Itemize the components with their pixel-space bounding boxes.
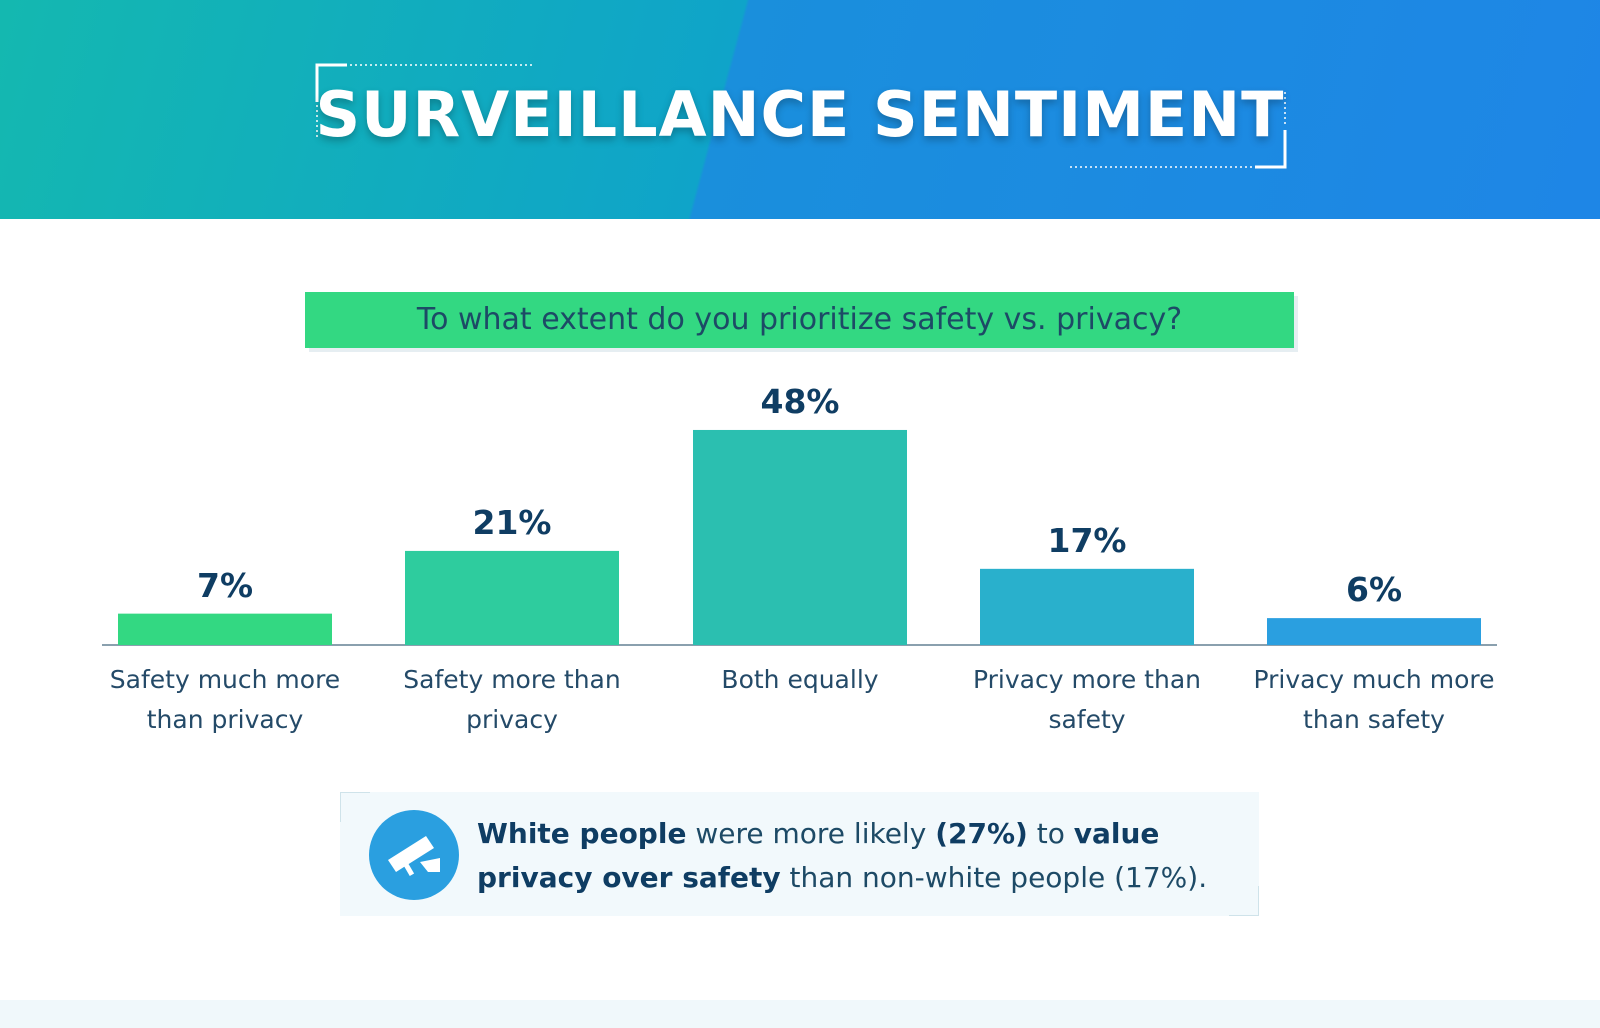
x-tick-label: Safety more than privacy xyxy=(403,665,621,734)
value-label: 48% xyxy=(760,381,840,421)
bar xyxy=(1267,618,1481,645)
note-bold: White people xyxy=(477,817,687,850)
value-label: 21% xyxy=(472,502,552,542)
note-span: to xyxy=(1027,817,1074,850)
note-frame xyxy=(340,792,1259,916)
note-box xyxy=(340,792,1259,916)
bar xyxy=(118,613,332,645)
bar xyxy=(980,568,1194,645)
value-label: 6% xyxy=(1345,570,1403,610)
value-label: 7% xyxy=(196,565,254,605)
note-span: were more likely xyxy=(686,817,936,850)
header: SURVEILLANCE SENTIMENT xyxy=(0,0,1600,219)
note-span: than non-white people (17%). xyxy=(780,861,1208,894)
x-tick-label: Safety much more than privacy xyxy=(109,665,341,734)
x-tick-label: Both equally xyxy=(721,665,879,694)
note-bold: (27%) xyxy=(935,817,1028,850)
bar xyxy=(693,429,907,645)
footer-band xyxy=(0,1000,1600,1028)
camera-shape xyxy=(388,836,440,877)
x-tick-label: Privacy much more than safety xyxy=(1253,665,1495,734)
chart-title: To what extent do you prioritize safety … xyxy=(305,292,1294,348)
page-title: SURVEILLANCE SENTIMENT xyxy=(315,78,1285,151)
x-tick-label: Privacy more than safety xyxy=(973,665,1201,734)
title-frame xyxy=(315,63,1287,169)
value-label: 17% xyxy=(1047,520,1127,560)
note-bold: value privacy over safety xyxy=(477,817,1160,894)
chart xyxy=(102,429,1497,646)
bar xyxy=(405,550,619,645)
note-text: White people were more likely (27%) to v… xyxy=(477,812,1257,900)
